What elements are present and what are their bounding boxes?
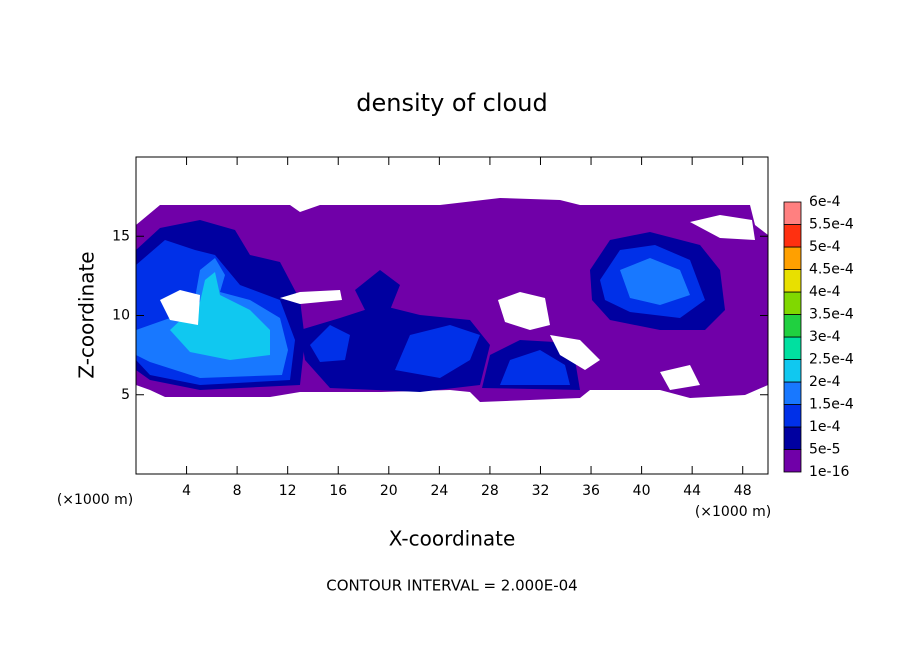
colorbar-label: 5e-5 [809,442,840,458]
colorbar-box [783,449,802,473]
x-tick-label: 4 [182,483,191,499]
colorbar-label: 5e-4 [809,239,841,255]
contour-region [620,258,690,305]
colorbar-box [783,381,802,405]
colorbar-box [783,404,802,428]
contour-field [136,198,768,402]
colorbar-box [783,291,802,315]
x-tick-label: 32 [532,483,550,499]
footer-note: CONTOUR INTERVAL = 2.000E-04 [326,577,577,595]
colorbar-label: 4.5e-4 [809,262,854,278]
colorbar-box [783,336,802,360]
colorbar-box [783,359,802,383]
contour-region [170,272,270,360]
colorbar-box [783,201,802,225]
colorbar-label: 3e-4 [809,329,841,345]
colorbar-label: 1e-4 [809,419,841,435]
contour-region [355,270,400,310]
colorbar-label: 2e-4 [809,374,841,390]
colorbar-label: 1e-16 [809,464,849,480]
colorbar: 1e-16 5e-5 1e-4 1.5e-4 2e-4 2.5e-4 3e-4 3.5e-4 4… [783,194,854,480]
x-unit-label: (×1000 m) [695,504,771,520]
y-tick-label: 5 [121,387,130,403]
x-tick-label: 8 [233,483,242,499]
white-gap [160,290,200,325]
white-gap [550,335,600,370]
x-axis-label: X-coordinate [389,527,516,551]
colorbar-label: 4e-4 [809,284,841,300]
white-gap [280,290,342,304]
white-gap [690,215,755,240]
colorbar-box [783,314,802,338]
x-tick-label: 24 [430,483,448,499]
x-tick-label: 40 [633,483,651,499]
y-tick-label: 15 [112,228,130,244]
x-tick-label: 28 [481,483,499,499]
colorbar-label: 1.5e-4 [809,397,854,413]
chart-title: density of cloud [356,89,547,117]
colorbar-box [783,269,802,293]
colorbar-box [783,224,802,248]
contour-region [395,325,480,378]
x-unit-label: (×1000 m) [57,492,133,508]
contour-region [500,350,570,385]
y-axis-label: Z-coordinate [75,251,99,378]
colorbar-label: 5.5e-4 [809,217,854,233]
colorbar-label: 6e-4 [809,194,841,210]
colorbar-label: 2.5e-4 [809,352,854,368]
white-gap [660,365,700,390]
x-tick-label: 48 [734,483,752,499]
contour-region [310,325,350,362]
colorbar-label: 3.5e-4 [809,307,854,323]
white-gap [498,292,550,330]
x-tick-label: 20 [380,483,398,499]
y-tick-label: 10 [112,308,130,324]
x-tick-label: 44 [683,483,701,499]
colorbar-box [783,246,802,270]
x-tick-label: 12 [279,483,297,499]
colorbar-box [783,426,802,450]
x-tick-label: 16 [329,483,347,499]
x-tick-label: 36 [582,483,600,499]
